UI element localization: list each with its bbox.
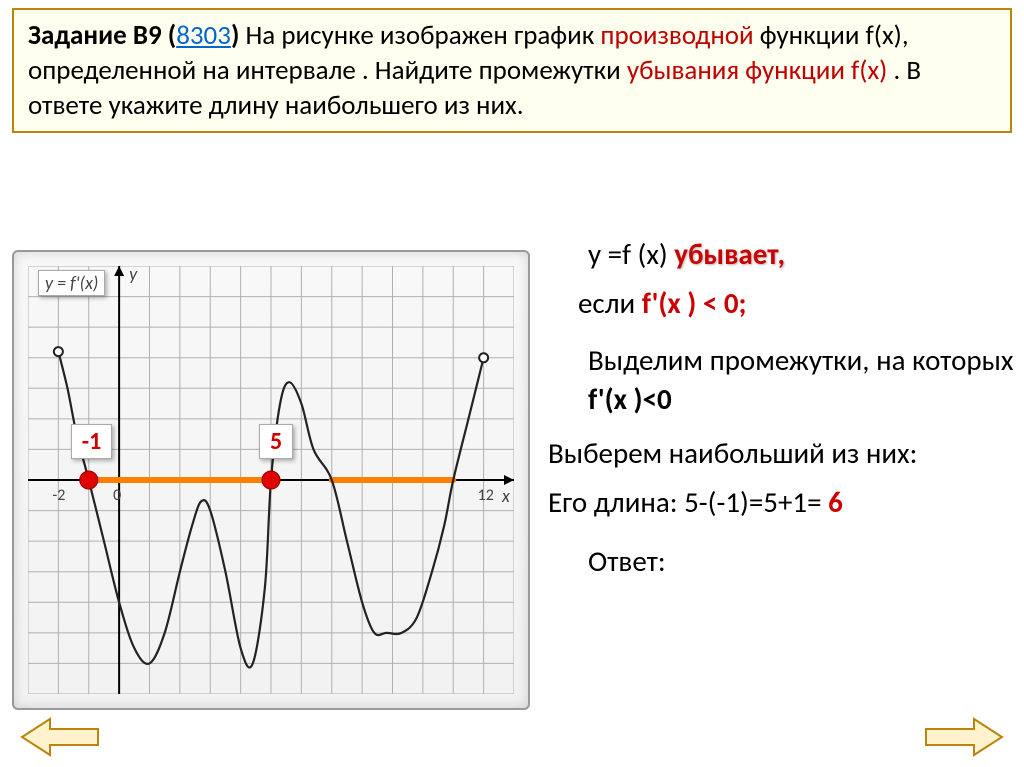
- marker-a-label: -1: [71, 424, 113, 459]
- prev-button[interactable]: [20, 717, 100, 757]
- arrow-right-icon: [924, 717, 1004, 757]
- task-t4: убывания функции f(x): [627, 54, 887, 87]
- svg-text:-2: -2: [52, 486, 65, 505]
- line5b: 6: [828, 484, 843, 520]
- solution-block: y =f (x) убывает, если f'(x ) < 0; Выдел…: [548, 235, 1018, 591]
- task-label: Задание B9: [28, 19, 162, 52]
- chart-svg: x y 0 12 -2: [28, 266, 514, 694]
- svg-text:12: 12: [478, 486, 494, 505]
- line4: Выберем наибольший из них:: [548, 434, 1018, 473]
- line5a: Его длина: 5-(-1)=5+1=: [548, 484, 828, 520]
- chart-container: x y 0 12 -2 y = f'(x) -1 5: [12, 250, 530, 710]
- next-button[interactable]: [924, 717, 1004, 757]
- task-link[interactable]: 8303: [176, 19, 231, 52]
- line2a: если: [578, 285, 642, 321]
- svg-text:0: 0: [113, 486, 121, 505]
- arrow-left-icon: [20, 717, 100, 757]
- task-box: Задание B9 (8303) На рисунке изображен г…: [12, 8, 1012, 133]
- answer-label: Ответ:: [548, 542, 1018, 581]
- svg-text:y: y: [129, 266, 138, 285]
- line3a: Выделим промежутки, на которых: [588, 342, 1013, 378]
- marker-b-label: 5: [259, 424, 293, 459]
- svg-text:x: x: [501, 485, 510, 507]
- task-t2: производной: [600, 19, 753, 52]
- paren-open: (: [168, 19, 176, 52]
- line1b: убывает,: [674, 236, 785, 272]
- task-t1: На рисунке изображен график: [239, 19, 600, 52]
- line2b: f'(x ) < 0;: [642, 285, 747, 321]
- line3b: f'(x )<0: [588, 381, 672, 417]
- line1a: y =f (x): [588, 236, 674, 272]
- func-label: y = f'(x): [38, 270, 105, 296]
